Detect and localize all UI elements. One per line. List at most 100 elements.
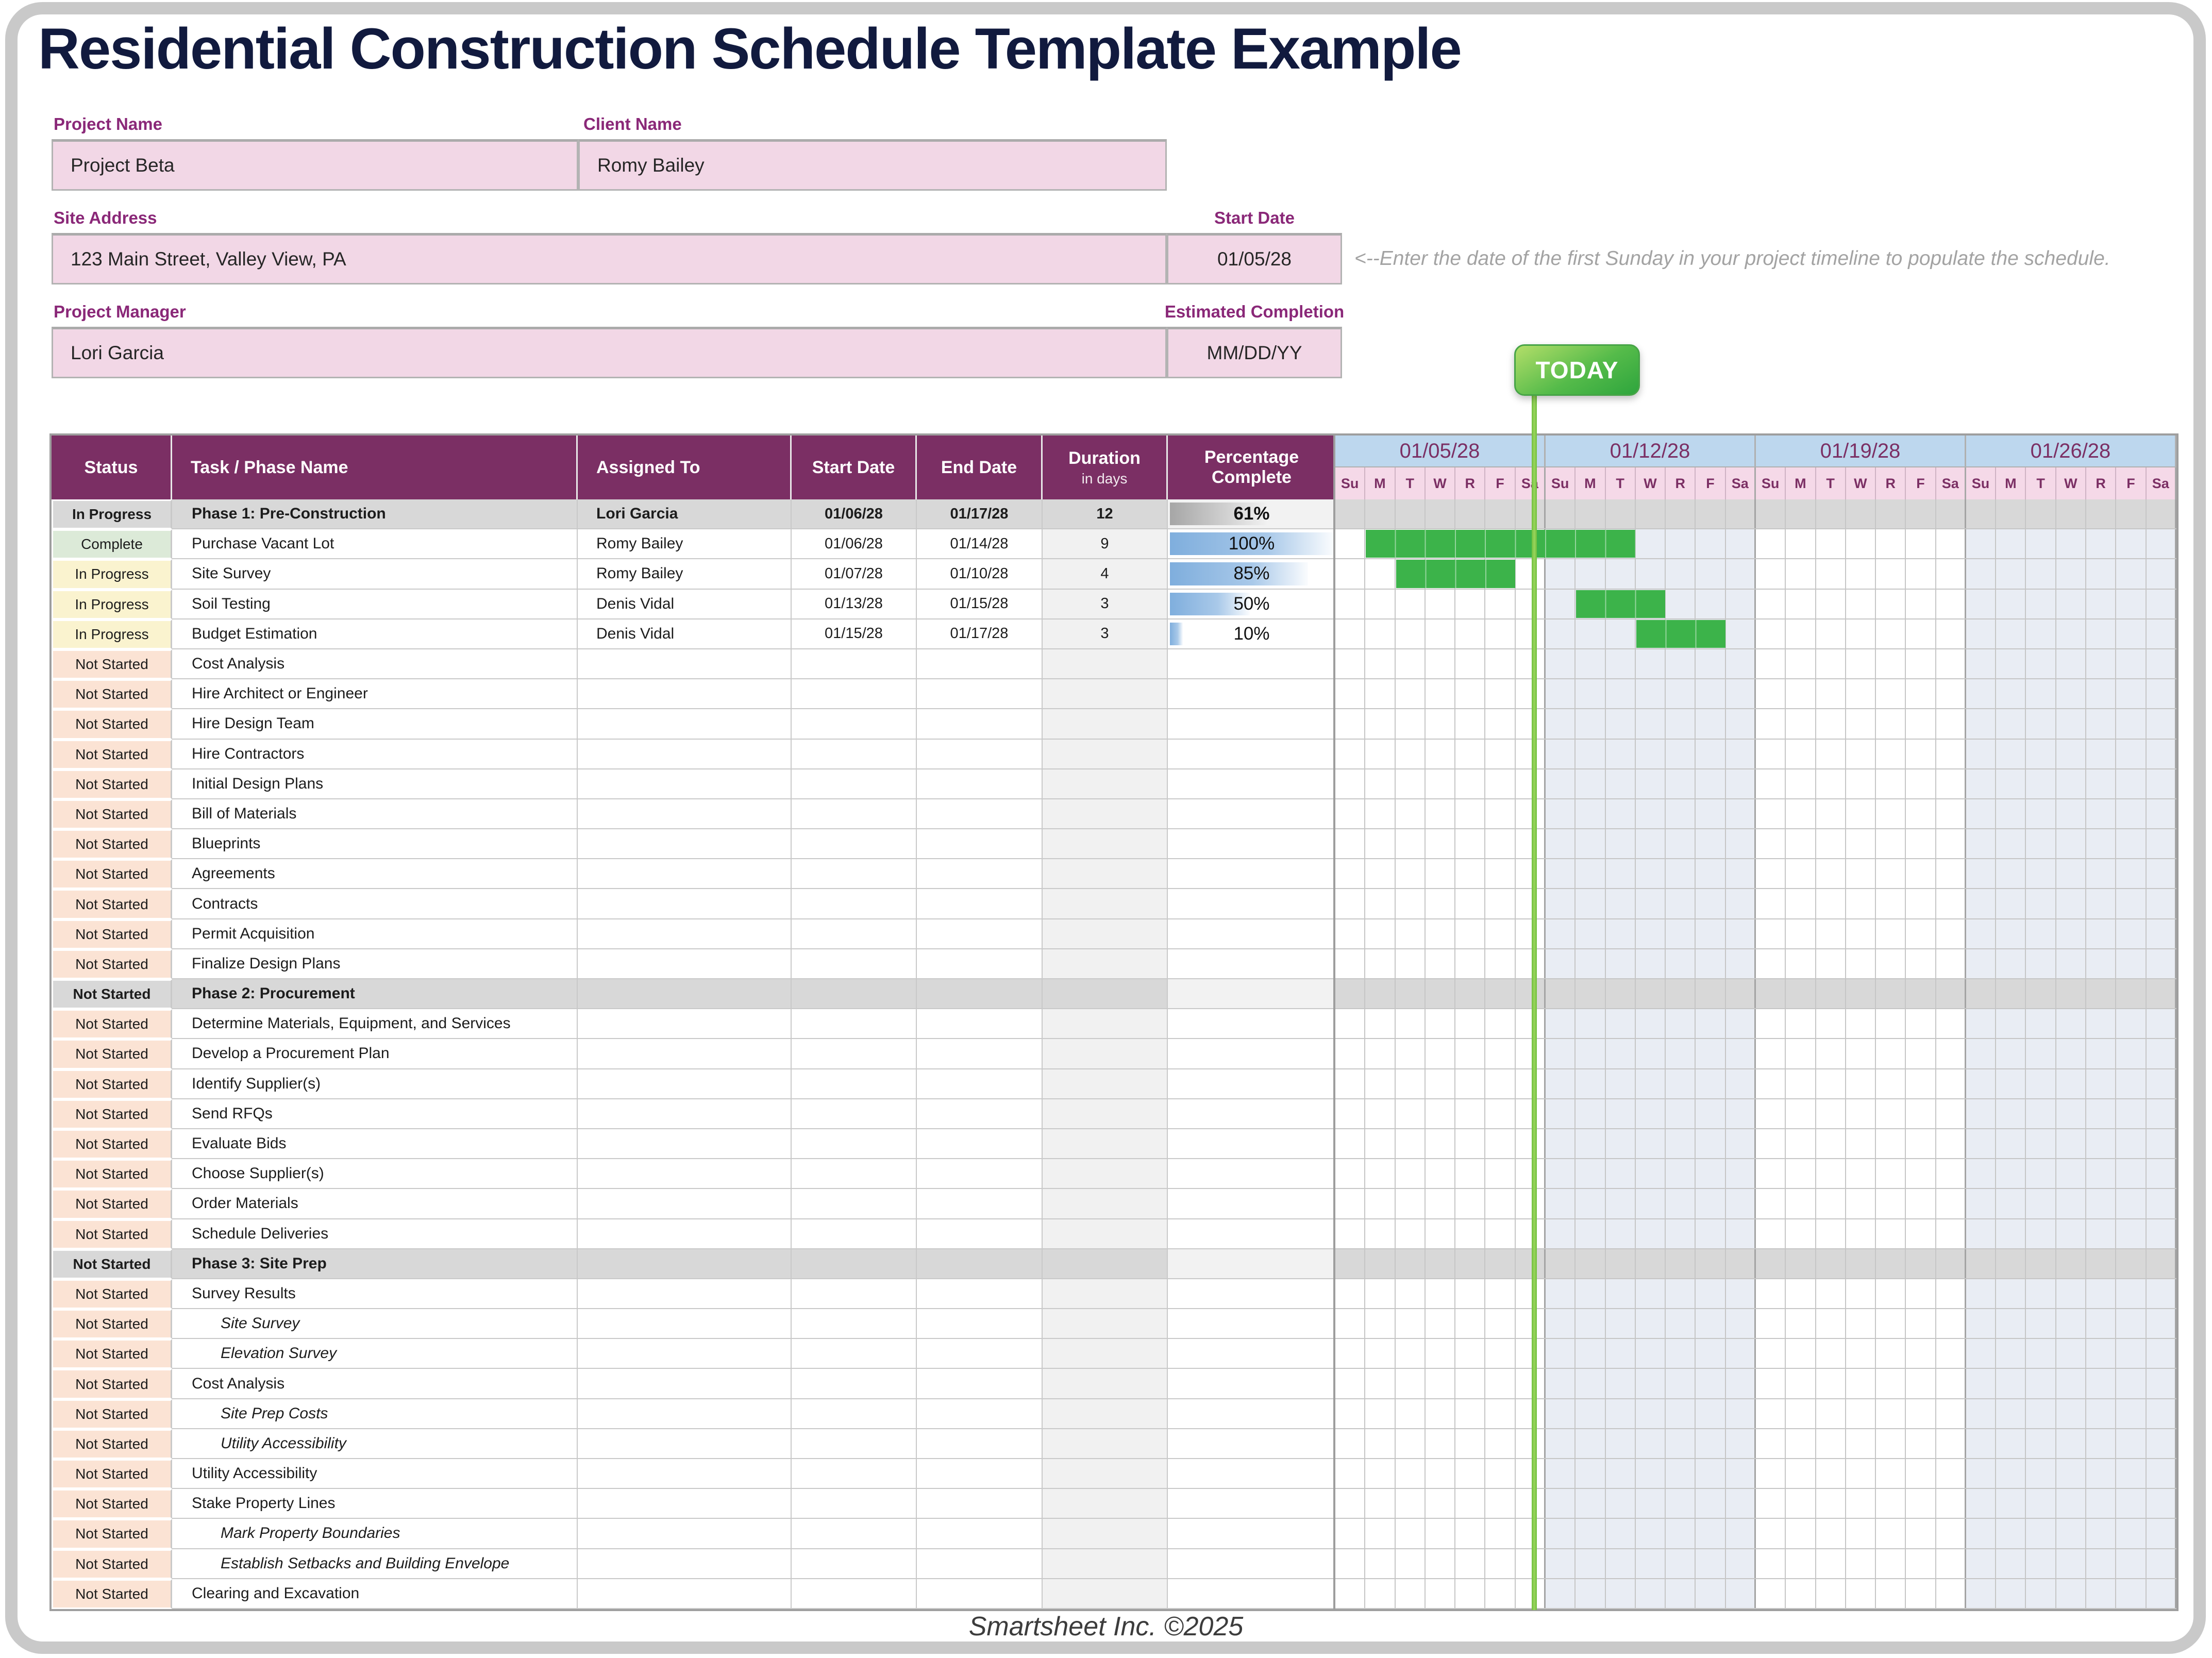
percent-complete-cell[interactable] [1168,1129,1335,1160]
percent-complete-cell[interactable] [1168,1489,1335,1519]
task-name-cell[interactable]: Permit Acquisition [172,919,578,949]
end-date-cell[interactable] [917,1099,1043,1129]
duration-cell[interactable] [1043,739,1168,769]
estimated-completion-field[interactable]: MM/DD/YY [1167,327,1342,378]
duration-cell[interactable] [1043,919,1168,949]
duration-cell[interactable] [1043,889,1168,919]
percent-complete-cell[interactable] [1168,1039,1335,1069]
duration-cell[interactable] [1043,949,1168,979]
end-date-cell[interactable] [917,1159,1043,1190]
duration-cell[interactable]: 4 [1043,559,1168,590]
duration-cell[interactable] [1043,979,1168,1010]
start-date-cell[interactable] [792,889,917,919]
end-date-cell[interactable]: 01/15/28 [917,589,1043,619]
task-name-cell[interactable]: Bill of Materials [172,799,578,830]
duration-cell[interactable] [1043,1009,1168,1040]
task-name-cell[interactable]: Phase 2: Procurement [172,979,578,1010]
duration-cell[interactable] [1043,1339,1168,1369]
task-name-cell[interactable]: Hire Design Team [172,709,578,740]
start-date-cell[interactable] [792,1489,917,1519]
percent-complete-cell[interactable] [1168,859,1335,890]
assigned-to-cell[interactable] [578,1249,792,1279]
task-name-cell[interactable]: Site Prep Costs [172,1399,578,1429]
percent-complete-cell[interactable] [1168,799,1335,830]
assigned-to-cell[interactable] [578,1039,792,1069]
percent-complete-cell[interactable] [1168,1579,1335,1609]
duration-cell[interactable] [1043,1309,1168,1339]
start-date-cell[interactable] [792,1369,917,1399]
task-name-cell[interactable]: Contracts [172,889,578,919]
end-date-cell[interactable]: 01/10/28 [917,559,1043,590]
duration-cell[interactable] [1043,1369,1168,1399]
duration-cell[interactable] [1043,649,1168,680]
duration-cell[interactable] [1043,679,1168,710]
status-cell[interactable]: Not Started [52,1579,172,1609]
duration-cell[interactable] [1043,829,1168,860]
task-name-cell[interactable]: Order Materials [172,1189,578,1219]
assigned-to-cell[interactable] [578,1309,792,1339]
duration-cell[interactable] [1043,709,1168,740]
start-date-cell[interactable] [792,949,917,979]
status-cell[interactable]: Not Started [52,649,172,680]
percent-complete-cell[interactable]: 85% [1168,559,1335,590]
task-name-cell[interactable]: Site Survey [172,1309,578,1339]
percent-complete-cell[interactable] [1168,679,1335,710]
percent-complete-cell[interactable] [1168,1279,1335,1310]
client-name-field[interactable]: Romy Bailey [578,139,1167,191]
task-name-cell[interactable]: Site Survey [172,559,578,590]
start-date-cell[interactable] [792,1009,917,1040]
status-cell[interactable]: Not Started [52,1309,172,1339]
duration-cell[interactable] [1043,1459,1168,1489]
task-name-cell[interactable]: Survey Results [172,1279,578,1310]
end-date-cell[interactable] [917,1339,1043,1369]
start-date-cell[interactable]: 01/06/28 [792,499,917,530]
start-date-cell[interactable] [792,1459,917,1489]
duration-cell[interactable] [1043,859,1168,890]
percent-complete-cell[interactable] [1168,1069,1335,1099]
status-cell[interactable]: Not Started [52,1279,172,1310]
task-name-cell[interactable]: Phase 1: Pre-Construction [172,499,578,530]
percent-complete-cell[interactable] [1168,1249,1335,1279]
task-name-cell[interactable]: Utility Accessibility [172,1429,578,1459]
status-cell[interactable]: Not Started [52,1039,172,1069]
task-name-cell[interactable]: Utility Accessibility [172,1459,578,1489]
start-date-field[interactable]: 01/05/28 [1167,233,1342,284]
status-cell[interactable]: Not Started [52,1099,172,1129]
assigned-to-cell[interactable] [578,1129,792,1160]
status-cell[interactable]: Not Started [52,1069,172,1099]
assigned-to-cell[interactable] [578,1399,792,1429]
project-manager-field[interactable]: Lori Garcia [52,327,1167,378]
percent-complete-cell[interactable] [1168,1189,1335,1219]
end-date-cell[interactable] [917,829,1043,860]
task-name-cell[interactable]: Blueprints [172,829,578,860]
duration-cell[interactable] [1043,1159,1168,1190]
status-cell[interactable]: Not Started [52,1249,172,1279]
percent-complete-cell[interactable] [1168,649,1335,680]
status-cell[interactable]: Not Started [52,889,172,919]
assigned-to-cell[interactable] [578,1009,792,1040]
assigned-to-cell[interactable]: Romy Bailey [578,559,792,590]
task-name-cell[interactable]: Develop a Procurement Plan [172,1039,578,1069]
end-date-cell[interactable] [917,709,1043,740]
status-cell[interactable]: Not Started [52,859,172,890]
status-cell[interactable]: In Progress [52,559,172,590]
task-name-cell[interactable]: Clearing and Excavation [172,1579,578,1609]
start-date-cell[interactable] [792,1309,917,1339]
status-cell[interactable]: Complete [52,529,172,560]
duration-cell[interactable] [1043,1429,1168,1459]
assigned-to-cell[interactable] [578,739,792,769]
percent-complete-cell[interactable] [1168,1339,1335,1369]
task-name-cell[interactable]: Purchase Vacant Lot [172,529,578,560]
duration-cell[interactable] [1043,1519,1168,1549]
start-date-cell[interactable] [792,1399,917,1429]
percent-complete-cell[interactable] [1168,919,1335,949]
task-name-cell[interactable]: Evaluate Bids [172,1129,578,1160]
assigned-to-cell[interactable] [578,1219,792,1249]
start-date-cell[interactable] [792,1219,917,1249]
assigned-to-cell[interactable]: Romy Bailey [578,529,792,560]
start-date-cell[interactable] [792,709,917,740]
duration-cell[interactable]: 12 [1043,499,1168,530]
duration-cell[interactable] [1043,1399,1168,1429]
start-date-cell[interactable] [792,829,917,860]
percent-complete-cell[interactable] [1168,769,1335,799]
